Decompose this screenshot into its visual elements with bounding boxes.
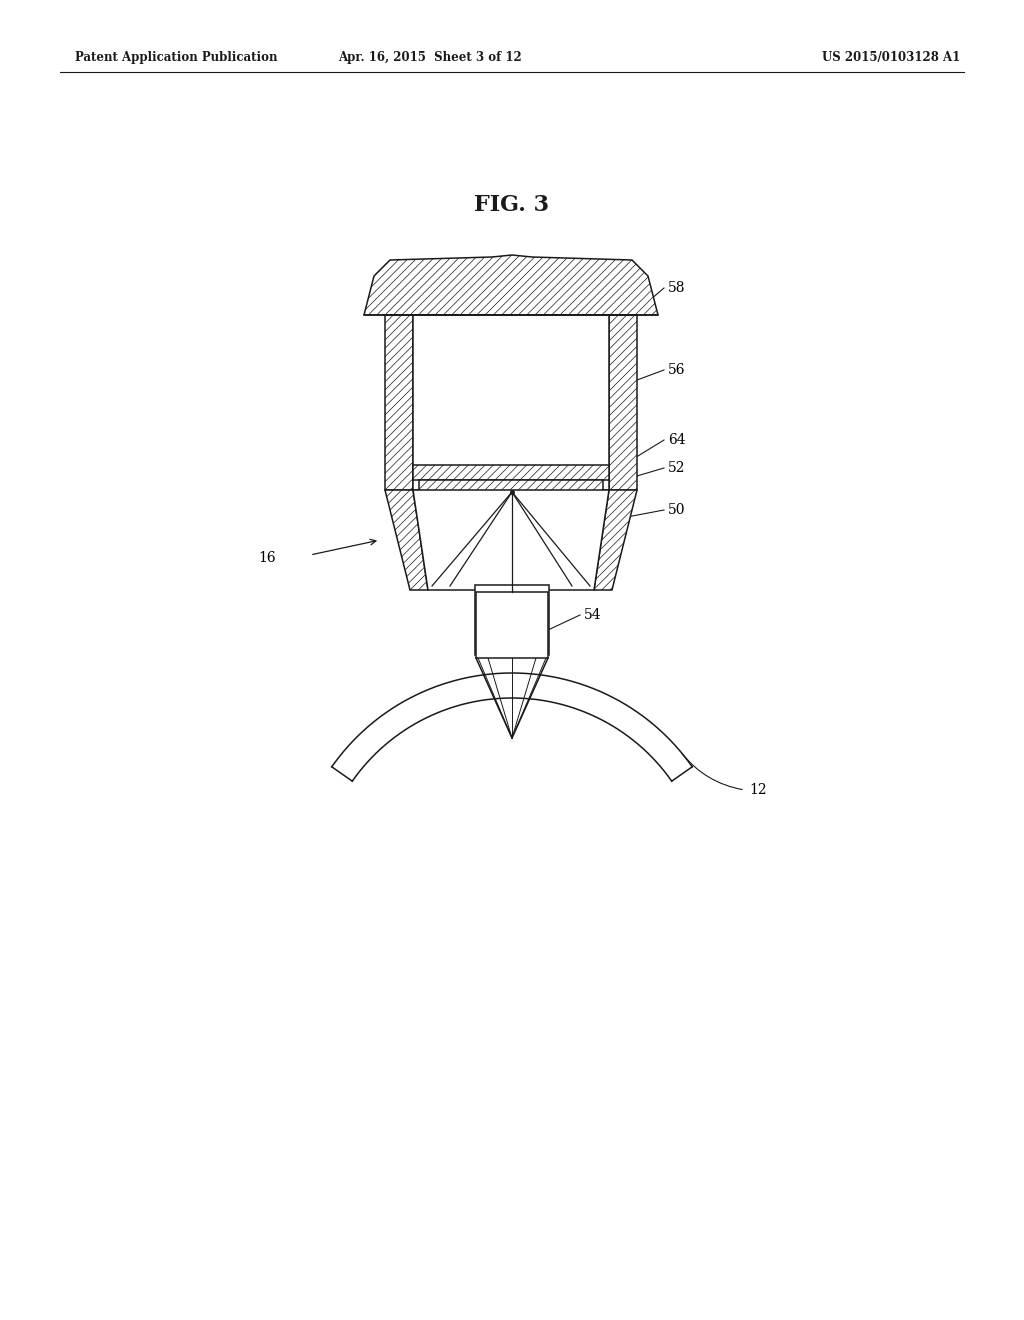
Text: Patent Application Publication: Patent Application Publication <box>75 51 278 65</box>
Polygon shape <box>475 585 549 655</box>
Polygon shape <box>413 315 609 490</box>
Polygon shape <box>609 315 637 490</box>
Polygon shape <box>419 480 603 492</box>
Text: 12: 12 <box>749 783 767 797</box>
Text: Apr. 16, 2015  Sheet 3 of 12: Apr. 16, 2015 Sheet 3 of 12 <box>338 51 522 65</box>
Polygon shape <box>413 490 609 590</box>
Polygon shape <box>594 490 637 590</box>
Text: 16: 16 <box>258 550 275 565</box>
Polygon shape <box>385 315 413 490</box>
Text: US 2015/0103128 A1: US 2015/0103128 A1 <box>821 51 961 65</box>
Text: 58: 58 <box>668 281 685 294</box>
Text: 64: 64 <box>668 433 686 447</box>
Text: 50: 50 <box>668 503 685 517</box>
Text: 52: 52 <box>668 461 685 475</box>
Text: FIG. 3: FIG. 3 <box>474 194 550 216</box>
Polygon shape <box>385 490 428 590</box>
Polygon shape <box>364 255 658 315</box>
Text: 56: 56 <box>668 363 685 378</box>
Polygon shape <box>413 465 609 480</box>
Polygon shape <box>476 591 548 657</box>
Text: 54: 54 <box>584 609 602 622</box>
